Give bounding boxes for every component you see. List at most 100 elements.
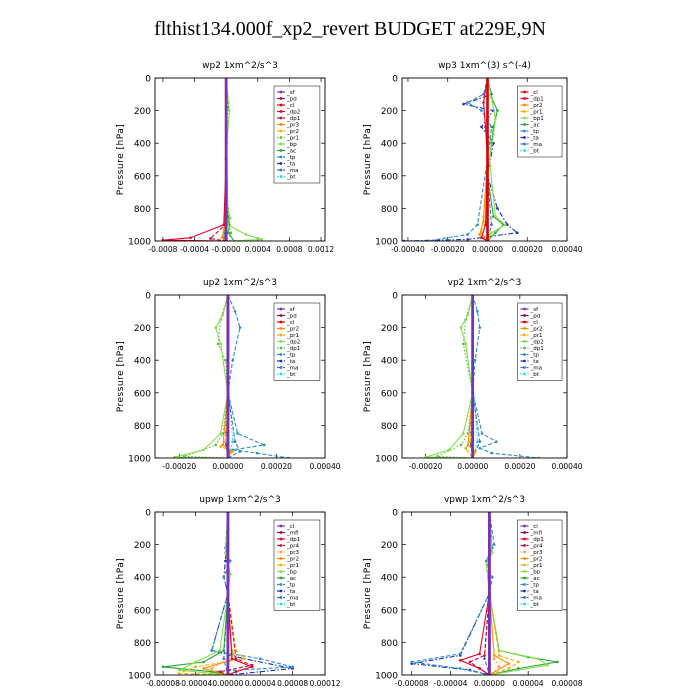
data-point-pr4 [483,654,486,657]
y-axis-label: Pressure [hPa] [363,558,373,630]
legend-label: _bt [286,372,296,378]
data-point-tp [231,358,235,362]
legend-marker [523,544,526,547]
chart-panel-1: wp2 1xm^2/s^3 Pressure [hPa] 0 200 400 600 800… [116,61,334,254]
legend-marker [523,142,526,146]
y-tick-label: 1000 [128,672,151,682]
legend-marker [523,353,526,356]
chart-panel-3: up2 1xm^2/s^3 Pressure [hPa] 0 200 400 600 800… [116,278,341,471]
y-tick-label: 200 [134,324,151,334]
x-tick-label: 0.00000 [212,679,243,688]
data-point-dp1 [214,443,218,447]
legend-marker [279,320,283,324]
plot-frame [154,294,326,459]
legend-marker [279,596,283,599]
legend-label: _ta [530,359,539,365]
series-line-tp [227,295,289,458]
legend-label: _bt [530,149,540,155]
plot-frame [401,77,568,242]
legend-label: _dp2 [530,340,544,346]
legend-marker [523,596,526,599]
legend-label: _tp [530,353,540,359]
data-point-tp [258,657,262,660]
legend-marker [279,175,283,178]
legend-label: _pr1 [286,136,299,142]
y-tick-label: 1000 [128,455,151,465]
legend-label: _ma [286,596,298,602]
x-tick-label: 0.00020 [504,462,535,471]
y-tick-label: 800 [134,205,151,215]
data-point-dp2 [466,313,470,316]
legend-label: _pd [286,97,297,103]
y-tick-label: 0 [145,509,151,519]
chart-title: wp3 1xm^(3) s^(-4) [438,61,531,71]
legend-label: _ta [286,589,295,595]
data-point-tp [262,443,266,447]
y-tick-label: 400 [134,357,151,367]
legend-label: _pr1 [286,563,299,569]
data-point-dp2 [161,238,165,241]
legend-label: _ta [286,359,295,365]
data-point-pr2 [507,662,511,665]
legend-marker [523,570,526,573]
x-tick-label: 0.00000 [457,462,488,471]
series-line-dp2 [162,78,227,241]
data-point-pr3 [220,236,224,240]
legend-marker [279,333,283,337]
x-tick-label: 0.00008 [551,679,582,688]
legend-label: _pr1 [286,333,299,339]
legend-label: _pr1 [530,110,543,116]
x-tick-label: -0.0000 [212,245,241,254]
legend-label: _pr3 [530,550,544,556]
legend-marker [523,320,526,324]
data-point-tp [473,358,477,362]
legend-marker [279,544,283,547]
legend-label: _cl [530,90,539,96]
legend-label: _tp [286,583,296,589]
data-point-bp [194,660,197,664]
legend-marker [523,602,526,606]
data-point-dp1 [458,659,462,662]
legend-label: _bp [286,570,297,576]
legend-label: _pr1 [530,333,543,339]
series-line-tp [427,78,493,241]
data-point-pr1 [224,440,227,444]
data-point-pr2 [466,443,470,447]
y-tick-label: 400 [381,574,398,584]
legend-marker [279,103,283,107]
y-tick-label: 800 [381,205,398,215]
x-tick-label: -0.00040 [391,245,425,254]
legend-marker [279,570,283,573]
data-point-ta [496,207,499,210]
legend-marker [523,129,526,133]
data-point-tp [410,660,414,664]
data-point-ac [222,649,226,652]
data-point-ta [466,238,469,241]
legend-label: _pr2 [286,327,299,333]
plot-area [161,512,294,675]
plot-frame [401,294,568,459]
data-point-ma [490,223,493,226]
y-tick-label: 800 [134,639,151,649]
plot-area [424,295,541,458]
legend-marker [523,589,526,593]
legend-label: _mfl [530,531,543,537]
data-point-pr1 [497,654,501,657]
legend-label: _tp [286,353,296,359]
data-point-bp [485,562,488,566]
data-point-ta [224,559,227,563]
data-point-dp1 [478,652,481,656]
data-point-dp1 [250,665,254,669]
data-point-tp [478,326,482,329]
y-tick-label: 0 [145,75,151,85]
y-tick-label: 600 [381,172,398,182]
data-point-dp1 [216,342,220,346]
legend-marker [523,537,526,541]
data-point-pr1 [194,665,197,669]
legend-label: _sf [286,90,296,96]
legend-marker [279,340,283,343]
legend-marker [279,142,283,146]
legend-marker [279,116,283,120]
x-tick-label: 0.00012 [309,679,340,688]
legend-marker [523,524,526,528]
